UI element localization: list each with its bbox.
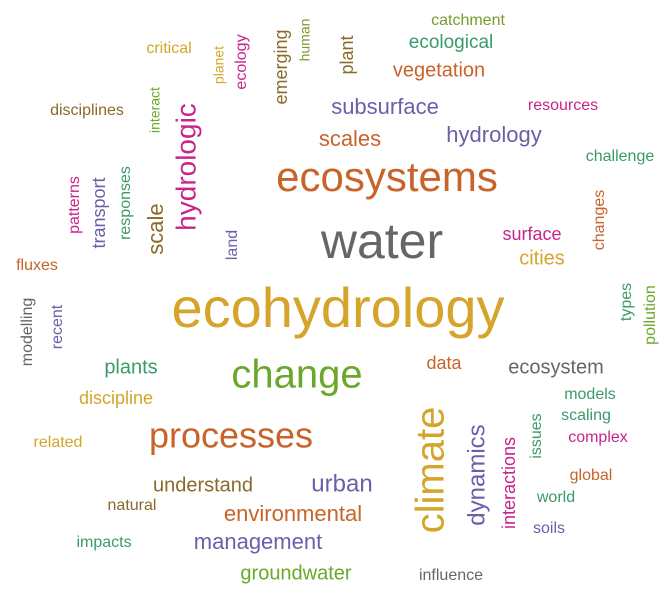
word: scaling [561, 407, 611, 424]
word: modelling [19, 298, 36, 366]
word: critical [146, 40, 191, 57]
word: processes [149, 415, 313, 456]
word: ecological [409, 32, 494, 53]
word: disciplines [50, 102, 124, 119]
word: influence [419, 567, 483, 584]
word: cities [519, 247, 565, 269]
word: impacts [76, 534, 131, 551]
word: subsurface [331, 94, 439, 119]
word: understand [153, 474, 253, 496]
word: plant [337, 35, 357, 74]
word: responses [117, 166, 134, 240]
word: data [426, 353, 462, 373]
word: water [320, 213, 443, 269]
word: complex [568, 429, 628, 446]
word: transport [89, 177, 109, 248]
word: hydrology [446, 122, 541, 147]
word: interact [147, 87, 163, 133]
word: world [536, 489, 575, 506]
word: emerging [271, 29, 291, 104]
word: dynamics [463, 424, 490, 525]
word: change [231, 353, 362, 397]
word: ecology [233, 34, 250, 89]
word: management [194, 529, 322, 554]
word: plants [104, 356, 157, 378]
word: issues [528, 413, 545, 458]
word: urban [311, 470, 372, 497]
word: changes [591, 190, 608, 251]
word: models [564, 386, 616, 403]
word: environmental [224, 501, 362, 526]
word: vegetation [393, 59, 485, 81]
word: recent [49, 304, 66, 349]
word: resources [528, 97, 598, 114]
word: ecosystems [276, 153, 498, 200]
word: ecohydrology [171, 276, 504, 339]
word: challenge [586, 148, 655, 165]
word: natural [108, 497, 157, 514]
word: land [224, 230, 241, 260]
word: soils [533, 520, 565, 537]
word: scale [143, 203, 168, 254]
word: global [570, 467, 613, 484]
word: patterns [66, 176, 83, 234]
word: human [297, 19, 313, 62]
word: interactions [499, 437, 519, 529]
word: types [618, 283, 635, 321]
word: scales [319, 126, 381, 151]
word: pollution [642, 285, 659, 345]
word: groundwater [240, 562, 352, 584]
word: ecosystem [508, 356, 604, 378]
word: planet [211, 46, 227, 84]
word: related [34, 434, 83, 451]
word: climate [409, 407, 453, 534]
word: hydrologic [170, 103, 201, 231]
word: fluxes [16, 257, 58, 274]
word: surface [502, 224, 561, 244]
word: discipline [79, 388, 153, 408]
word: catchment [431, 12, 505, 29]
